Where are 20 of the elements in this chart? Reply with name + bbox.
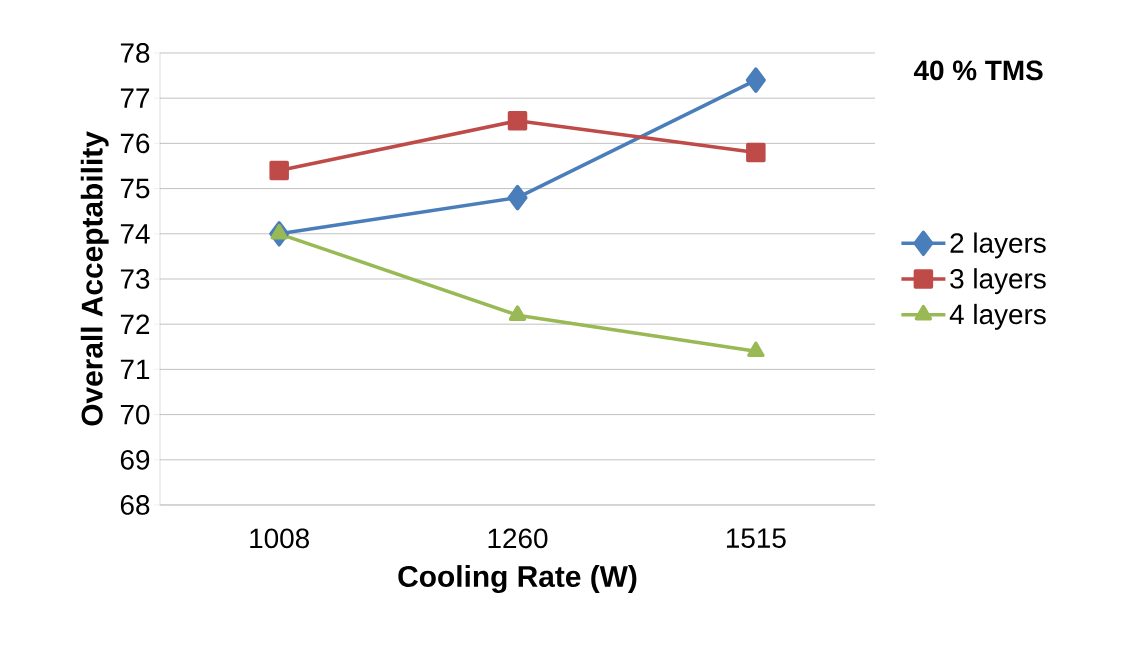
y-tick-label: 68 [120,495,150,515]
legend-label: 3 layers [950,268,1046,295]
y-axis-title: Overall Acceptability [80,131,109,426]
text: 40 % TMS [913,60,1043,81]
y-tick-label: 75 [120,178,150,199]
y-tick-label: 74 [120,224,150,244]
y-tick-label: 78 [120,43,150,63]
y-tick-label: 72 [120,314,150,334]
legend-label: 4 layers [949,303,1046,330]
y-tick-label: 77 [120,88,150,108]
y-tick-label: 73 [120,269,150,289]
y-tick-label: 76 [120,133,150,154]
y-tick-label: 70 [120,404,150,425]
y-tick-label: 69 [120,449,150,470]
x-axis-title: Cooling Rate (W) [398,565,637,594]
x-tick-label: 1008 [250,528,309,549]
legend-label: 2 layers [950,232,1046,259]
y-tick-label: 71 [120,359,150,379]
x-tick-label: 1260 [488,528,548,549]
x-tick-label: 1515 [726,528,786,548]
